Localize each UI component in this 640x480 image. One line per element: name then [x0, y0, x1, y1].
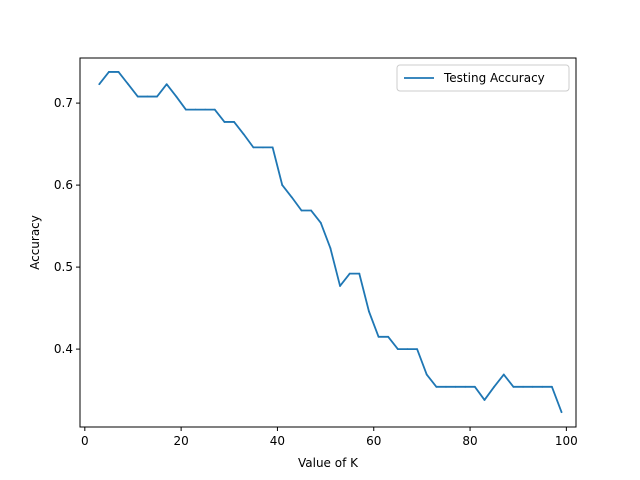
series-layer — [98, 71, 563, 414]
data-point — [387, 335, 390, 338]
x-axis-title: Value of K — [298, 456, 359, 470]
y-tick-label: 0.4 — [54, 342, 73, 356]
data-point — [348, 272, 351, 275]
data-point — [156, 95, 158, 98]
data-point — [502, 373, 505, 376]
data-point — [368, 310, 370, 313]
legend: Testing Accuracy — [396, 64, 570, 92]
data-point — [213, 108, 216, 111]
data-point — [175, 95, 178, 98]
data-point — [522, 385, 524, 388]
x-tick-label: 20 — [173, 434, 188, 448]
data-point — [185, 108, 187, 111]
data-point — [358, 272, 361, 275]
data-point — [98, 83, 101, 86]
data-point — [300, 209, 303, 212]
data-point — [107, 71, 110, 73]
data-point — [541, 385, 544, 388]
data-point — [271, 146, 274, 149]
x-tick-label: 100 — [555, 434, 578, 448]
x-tick-label: 40 — [270, 434, 285, 448]
data-point — [136, 95, 139, 98]
data-point — [319, 221, 322, 224]
data-point — [290, 196, 293, 199]
data-point — [165, 83, 168, 86]
y-axis-title: Accuracy — [28, 215, 42, 270]
data-point — [194, 108, 197, 111]
data-point — [339, 285, 341, 287]
data-point — [252, 146, 255, 149]
data-point — [531, 385, 534, 388]
y-tick-label: 0.6 — [54, 178, 73, 192]
data-point — [483, 399, 486, 401]
data-point — [454, 385, 457, 388]
ticks-layer: 0 20 40 60 80 100 0.4 0.5 0.6 0.7 — [54, 96, 578, 448]
data-point — [146, 95, 149, 98]
plot-frame — [79, 57, 577, 428]
data-point — [493, 385, 496, 388]
data-point — [416, 348, 418, 350]
data-point — [435, 385, 438, 388]
data-point — [464, 385, 467, 388]
x-tick-label: 0 — [81, 434, 89, 448]
data-point — [512, 385, 515, 388]
data-point — [473, 385, 476, 388]
data-point — [233, 121, 236, 123]
x-tick-label: 60 — [366, 434, 381, 448]
y-tick-label: 0.7 — [54, 96, 73, 110]
data-point — [117, 71, 120, 73]
data-point — [396, 348, 399, 350]
data-point — [204, 108, 207, 111]
data-point — [406, 348, 409, 350]
data-point — [262, 146, 264, 149]
legend-label: Testing Accuracy — [443, 71, 545, 85]
data-point — [377, 335, 380, 338]
data-point — [329, 247, 332, 250]
legend-box — [396, 64, 570, 92]
y-tick-label: 0.5 — [54, 260, 73, 274]
data-point — [445, 385, 447, 388]
data-point — [560, 411, 563, 414]
data-point — [223, 121, 226, 123]
data-point — [127, 83, 130, 86]
data-point — [281, 184, 284, 187]
data-point — [310, 209, 313, 212]
x-tick-label: 80 — [462, 434, 477, 448]
data-point — [242, 133, 245, 136]
data-point — [551, 385, 553, 388]
data-point — [425, 373, 428, 376]
